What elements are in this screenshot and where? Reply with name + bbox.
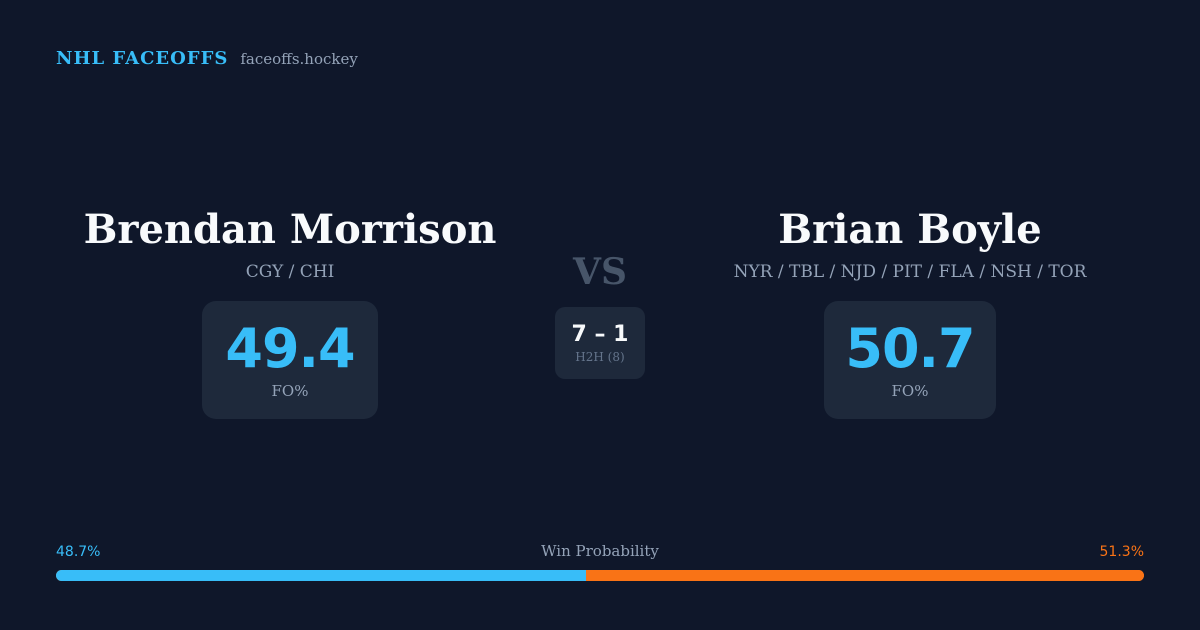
win-probability-left-fill bbox=[56, 570, 586, 581]
win-probability-right-fill bbox=[585, 570, 1144, 581]
brand-title: NHL FACEOFFS bbox=[56, 48, 229, 69]
player-right-fo-value: 50.7 bbox=[845, 317, 975, 380]
versus-label: VS bbox=[573, 251, 627, 293]
brand-url: faceoffs.hockey bbox=[240, 50, 358, 68]
player-left-fo-value: 49.4 bbox=[225, 317, 355, 380]
player-right-fo-label: FO% bbox=[891, 382, 929, 400]
win-probability-bar bbox=[56, 570, 1144, 581]
win-probability-title: Win Probability bbox=[541, 542, 659, 560]
player-left-fo-label: FO% bbox=[271, 382, 309, 400]
player-right-name: Brian Boyle bbox=[778, 206, 1042, 253]
h2h-label: H2H (8) bbox=[575, 350, 625, 364]
win-probability-right-label: 51.3% bbox=[1099, 544, 1144, 560]
player-left-teams: CGY / CHI bbox=[245, 262, 335, 282]
player-left-panel: Brendan Morrison CGY / CHI 49.4 FO% bbox=[84, 206, 496, 419]
player-right-teams: NYR / TBL / NJD / PIT / FLA / NSH / TOR bbox=[733, 262, 1087, 282]
win-probability: 48.7% Win Probability 51.3% bbox=[56, 542, 1144, 581]
win-probability-left-label: 48.7% bbox=[56, 544, 101, 560]
win-probability-labels: 48.7% Win Probability 51.3% bbox=[56, 542, 1144, 562]
player-right-fo-card: 50.7 FO% bbox=[824, 301, 996, 419]
player-left-fo-card: 49.4 FO% bbox=[202, 301, 378, 419]
player-left-name: Brendan Morrison bbox=[83, 206, 497, 253]
brand-header: NHL FACEOFFS faceoffs.hockey bbox=[56, 48, 358, 69]
h2h-card: 7 – 1 H2H (8) bbox=[555, 307, 645, 379]
h2h-score: 7 – 1 bbox=[571, 322, 629, 347]
player-right-panel: Brian Boyle NYR / TBL / NJD / PIT / FLA … bbox=[700, 206, 1120, 419]
